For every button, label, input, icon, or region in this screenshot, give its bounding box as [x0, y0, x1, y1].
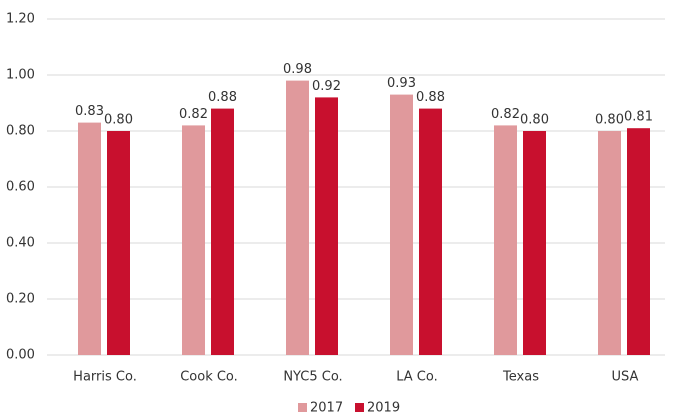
- value-label: 0.80: [104, 113, 133, 128]
- value-label: 0.93: [387, 76, 416, 91]
- x-tick-label: Harris Co.: [73, 370, 137, 385]
- y-tick-label: 0.80: [6, 124, 35, 139]
- x-tick-label: Texas: [502, 370, 539, 385]
- value-label: 0.88: [416, 90, 445, 105]
- y-tick-label: 1.00: [6, 68, 35, 83]
- x-tick-label: USA: [612, 370, 639, 385]
- value-label: 0.88: [208, 90, 237, 105]
- legend-swatch: [355, 403, 364, 412]
- value-label: 0.82: [491, 107, 520, 122]
- y-tick-label: 1.20: [6, 12, 35, 27]
- x-tick-label: NYC5 Co.: [283, 370, 342, 385]
- value-label: 0.92: [312, 79, 341, 94]
- bar: [107, 131, 130, 355]
- y-tick-label: 0.40: [6, 236, 35, 251]
- y-tick-label: 0.60: [6, 180, 35, 195]
- bar: [494, 125, 517, 356]
- bar: [182, 125, 205, 356]
- legend-swatch: [298, 403, 307, 412]
- bar: [627, 128, 650, 355]
- y-tick-label: 0.00: [6, 348, 35, 363]
- bar: [523, 131, 546, 355]
- value-label: 0.82: [179, 107, 208, 122]
- bar: [419, 108, 442, 355]
- value-label: 0.80: [520, 113, 549, 128]
- value-label: 0.83: [75, 104, 104, 119]
- y-tick-label: 0.20: [6, 292, 35, 307]
- legend-label: 2019: [367, 401, 400, 416]
- value-label: 0.81: [624, 110, 653, 125]
- bar: [211, 108, 234, 355]
- value-label: 0.80: [595, 113, 624, 128]
- bar: [315, 97, 338, 356]
- bar: [286, 80, 309, 355]
- x-tick-label: LA Co.: [396, 370, 438, 385]
- value-label: 0.98: [283, 62, 312, 77]
- x-tick-label: Cook Co.: [180, 370, 238, 385]
- bar: [598, 131, 621, 355]
- bar: [78, 122, 101, 355]
- bar: [390, 94, 413, 355]
- legend-label: 2017: [310, 401, 343, 416]
